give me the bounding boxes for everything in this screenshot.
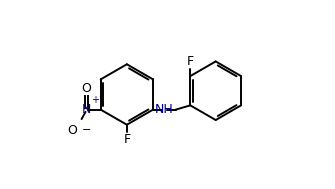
Text: O: O [68, 124, 77, 137]
Text: O: O [81, 81, 91, 94]
Text: +: + [91, 95, 99, 105]
Text: −: − [82, 125, 91, 135]
Text: NH: NH [155, 103, 174, 116]
Text: F: F [123, 133, 130, 146]
Text: F: F [187, 55, 194, 67]
Text: N: N [82, 103, 91, 116]
